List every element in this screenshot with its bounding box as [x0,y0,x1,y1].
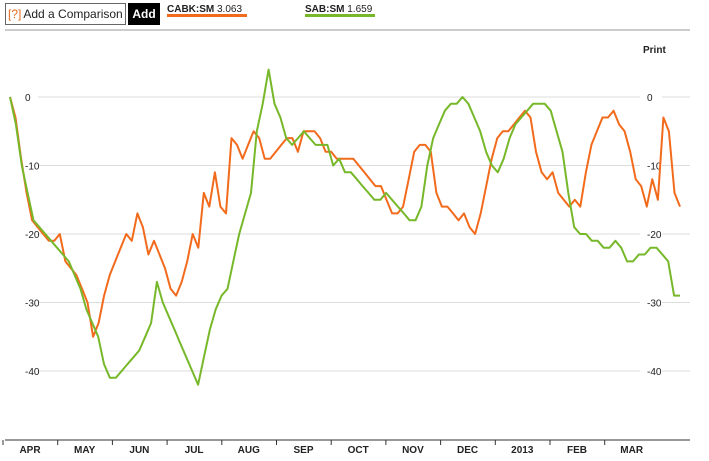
chart-series [9,68,681,386]
add-comparison-button[interactable]: Add [128,3,160,25]
add-comparison-input[interactable] [23,7,124,21]
series-line-sab-sm [9,68,680,386]
y-tick-label-left: -40 [25,367,40,378]
help-icon[interactable]: [?] [8,7,22,21]
y-tick-label-left: -20 [25,230,40,241]
y-tick-label-right: -20 [647,230,662,241]
x-tick-label: FEB [567,445,587,456]
y-axis-right: 0 -10 -20 -30 -40 [647,93,662,378]
toolbar: [?] Add CABK:SM 3.063 SAB:SM 1.659 [0,0,709,30]
legend-value: 1.659 [347,4,373,15]
legend-item-cabk: CABK:SM 3.063 [167,4,242,15]
y-tick-label-left: 0 [25,93,31,104]
x-tick-label: MAR [620,445,644,456]
y-tick-label-left: -30 [25,299,40,310]
x-tick-label: JUL [185,445,204,456]
y-axis-left: 0 -10 -20 -30 -40 [25,93,40,378]
series-line-cabk-sm [9,96,681,338]
legend-item-sab: SAB:SM 1.659 [305,4,372,15]
comparison-search-box[interactable]: [?] [5,3,126,25]
legend-swatch-cabk [167,14,247,17]
y-tick-label-right: -40 [647,367,662,378]
y-tick-label-right: -30 [647,299,662,310]
legend-name: CABK:SM [167,4,215,15]
x-axis: APR MAY JUN JUL AUG SEP OCT NOV DEC 2013 FEB MAR [2,439,690,456]
y-tick-label-right: 0 [647,93,653,104]
legend-value: 3.063 [217,4,243,15]
x-tick-label: OCT [348,445,369,456]
legend-swatch-sab [305,14,375,17]
x-tick-label: APR [19,445,41,456]
x-tick-label: MAY [74,445,96,456]
x-tick-label: JUN [129,445,149,456]
chart-grid [38,96,690,372]
x-tick-label: 2013 [511,445,534,456]
x-tick-label: SEP [293,445,313,456]
x-tick-label: DEC [457,445,478,456]
y-tick-label-right: -10 [647,162,662,173]
x-tick-label: AUG [238,445,260,456]
print-button[interactable]: Print [643,45,666,56]
y-tick-label-left: -10 [25,162,40,173]
legend-name: SAB:SM [305,4,345,15]
x-tick-label: NOV [402,445,424,456]
